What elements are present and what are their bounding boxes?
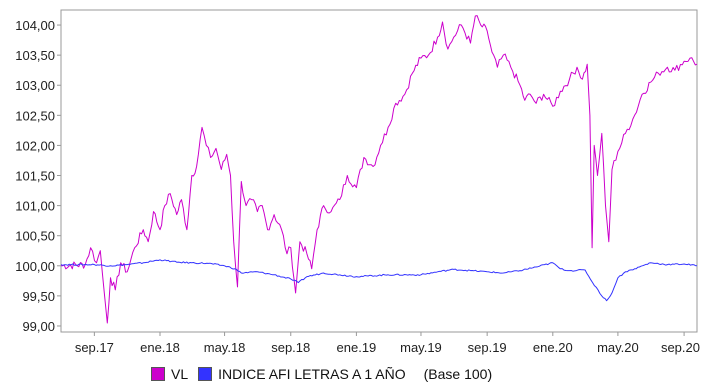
x-tick-label-ene-20: ene.20 <box>533 340 573 355</box>
legend-label-vl: VL <box>171 366 189 382</box>
legend-swatch-indice <box>198 367 213 381</box>
legend-label-indice: INDICE AFI LETRAS A 1 AÑO <box>218 366 406 382</box>
legend-item-vl: VL <box>151 366 188 382</box>
x-tick-label-may-19: may.19 <box>400 340 442 355</box>
y-tick-label-101-00: 101,00 <box>15 199 55 214</box>
x-tick-label-sep-19: sep.19 <box>468 340 507 355</box>
y-tick-label-99-00: 99,00 <box>22 319 55 334</box>
legend: VL INDICE AFI LETRAS A 1 AÑO (Base 100) <box>151 365 492 383</box>
y-tick-label-102-50: 102,50 <box>15 108 55 123</box>
series-layer <box>60 15 698 324</box>
y-tick-label-101-50: 101,50 <box>15 169 55 184</box>
y-tick-label-103-50: 103,50 <box>15 48 55 63</box>
y-tick-label-100-50: 100,50 <box>15 229 55 244</box>
x-axis: sep.17 ene.18 may.18 sep.18 ene.19 may.19 sep.… <box>75 332 700 355</box>
x-tick-label-may-18: may.18 <box>204 340 246 355</box>
series-line-vl <box>61 15 698 324</box>
y-tick-label-103-00: 103,00 <box>15 78 55 93</box>
x-tick-label-sep-17: sep.17 <box>75 340 114 355</box>
y-tick-label-104-00: 104,00 <box>15 18 55 33</box>
x-tick-label-sep-20: sep.20 <box>661 340 700 355</box>
legend-swatch-vl <box>151 367 165 381</box>
plot-frame <box>60 9 698 333</box>
x-tick-label-sep-18: sep.18 <box>271 340 310 355</box>
x-tick-label-ene-18: ene.18 <box>140 340 180 355</box>
legend-note: (Base 100) <box>423 366 493 382</box>
x-tick-label-may-20: may.20 <box>597 340 639 355</box>
y-tick-label-99-50: 99,50 <box>22 289 55 304</box>
y-tick-label-102-00: 102,00 <box>15 138 55 153</box>
y-axis: 99,00 99,50 100,00 100,50 101,00 101,50 102,00… <box>15 18 61 334</box>
y-tick-label-100-00: 100,00 <box>15 259 55 274</box>
x-tick-label-ene-19: ene.19 <box>337 340 377 355</box>
legend-item-indice: INDICE AFI LETRAS A 1 AÑO <box>198 366 406 382</box>
series-line-indice-afi <box>60 259 698 302</box>
